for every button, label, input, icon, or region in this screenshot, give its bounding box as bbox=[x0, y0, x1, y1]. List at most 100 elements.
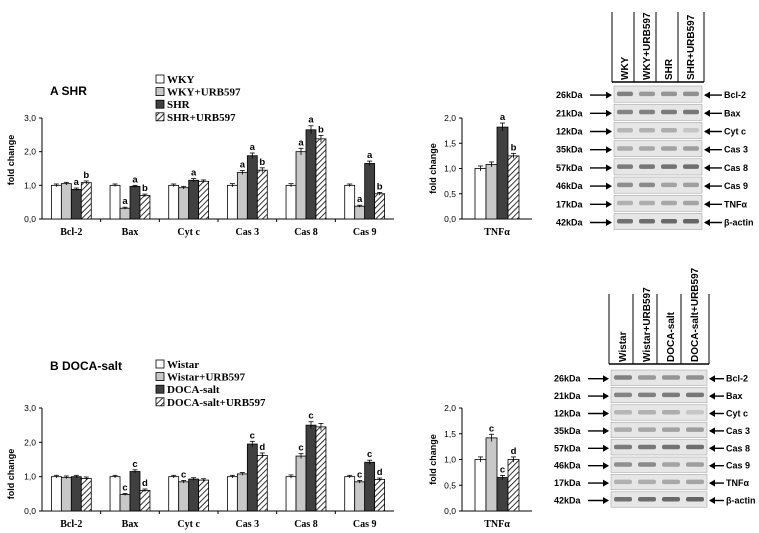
panel-a-blot-protein-arrowhead bbox=[704, 128, 710, 135]
panel-a-blot-band bbox=[661, 128, 677, 133]
panel-b-blot-column-header: Wistar bbox=[618, 331, 629, 362]
panel-b-blot-blot-strip bbox=[610, 421, 708, 438]
panel-a-blot-kda-arrowhead bbox=[606, 146, 612, 154]
panel-b-blot-band bbox=[662, 392, 680, 398]
panel-a-main-significance-label: b bbox=[377, 181, 383, 192]
panel-a-blot-band bbox=[617, 164, 633, 169]
panel-b-blot-protein-label: Cas 8 bbox=[726, 443, 750, 453]
panel-a-main-bar bbox=[168, 184, 180, 220]
panel-b-blot-band bbox=[662, 479, 680, 485]
panel-b-blot-kda-arrowhead bbox=[603, 427, 609, 435]
panel-b-blot-protein-arrowhead bbox=[709, 462, 715, 470]
panel-a-main-bar bbox=[236, 172, 248, 220]
panel-a-blot-blot-strip bbox=[613, 122, 703, 139]
panel-a-blot-band bbox=[617, 109, 633, 115]
panel-b-blot-protein-label: Bax bbox=[726, 391, 743, 401]
panel-a-legend-label: WKY bbox=[167, 74, 195, 86]
panel-a-main-significance-label: a bbox=[367, 150, 373, 161]
panel-a-blot-band bbox=[639, 164, 655, 169]
panel-b-blot-kda-arrowhead bbox=[603, 479, 609, 487]
panel-a-blot-protein-label: Cas 3 bbox=[724, 145, 748, 155]
panel-a-blot-band bbox=[617, 128, 633, 133]
panel-a-blot-band bbox=[617, 91, 633, 97]
panel-b-main-bar bbox=[364, 461, 376, 512]
panel-b-main-bar bbox=[168, 476, 180, 512]
panel-a-main-significance-label: a bbox=[191, 168, 197, 179]
panel-a-blot-column-header: WKY+URB597 bbox=[642, 12, 653, 80]
panel-b-blot-protein-arrowhead bbox=[709, 392, 715, 400]
panel-b-blot-protein-arrowhead bbox=[709, 444, 715, 452]
panel-a-blot-band bbox=[661, 182, 677, 188]
panel-b-blot-kda-arrowhead bbox=[603, 462, 609, 470]
panel-a-legend-swatch bbox=[155, 99, 165, 109]
panel-a-blot-protein-arrowhead bbox=[704, 164, 710, 172]
panel-a-blot-protein-arrowhead bbox=[704, 91, 710, 99]
panel-b-blot-kda-arrowhead bbox=[603, 375, 609, 383]
panel-a-side-category-label: TNFα bbox=[484, 227, 510, 238]
panel-a-blot-kda-arrowhead bbox=[606, 182, 612, 190]
panel-a-main-bar bbox=[374, 193, 386, 220]
panel-a-main-significance-label: a bbox=[298, 137, 304, 148]
panel-a-blot-kda-label: 21kDa bbox=[556, 108, 584, 118]
panel-a-main-significance-label: a bbox=[357, 194, 363, 205]
panel-a-main-significance-label: a bbox=[308, 115, 314, 126]
panel-a-main-significance-label: b bbox=[259, 157, 265, 168]
panel-a-blot-band bbox=[617, 146, 633, 151]
panel-b-blot-protein-label: β-actin bbox=[726, 496, 756, 506]
panel-b-blot-band bbox=[638, 462, 656, 467]
panel-b-main-bar bbox=[354, 481, 366, 512]
panel-a-blot-blot-strip bbox=[613, 213, 703, 230]
panel-b-legend-swatch bbox=[155, 397, 165, 407]
panel-b-blot-band bbox=[638, 375, 656, 380]
panel-a-blot-band bbox=[639, 200, 655, 206]
panel-a-main-bar bbox=[80, 182, 92, 220]
panel-a-blot-protein-label: β-actin bbox=[724, 218, 754, 228]
panel-a-side-bar bbox=[474, 168, 487, 220]
panel-a-main-y-tick-label: 1,0 bbox=[24, 180, 36, 190]
panel-b-blot-band bbox=[614, 375, 632, 380]
panel-a-side-y-tick-label: 0,0 bbox=[444, 214, 456, 224]
panel-b-blot-band bbox=[638, 479, 656, 485]
panel-a-main-significance-label: a bbox=[250, 142, 256, 153]
panel-a-blot-band bbox=[661, 91, 677, 97]
panel-a-main-bar bbox=[109, 184, 121, 220]
panel-b-main-bar bbox=[285, 476, 297, 512]
panel-a-blot-protein-label: Cas 9 bbox=[724, 181, 748, 191]
panel-a-main-category-label: Bcl-2 bbox=[60, 227, 82, 238]
panel-a-blot-band bbox=[639, 109, 655, 115]
panel-b-blot-band bbox=[638, 497, 656, 502]
panel-b-legend-label: Wistar+URB597 bbox=[167, 372, 246, 384]
panel-a-blot-band bbox=[639, 91, 655, 97]
panel-b-main-bar bbox=[305, 424, 317, 512]
panel-b-blot-blot-strip bbox=[610, 369, 708, 386]
panel-a-side-significance-label: a bbox=[500, 112, 506, 123]
panel-b-blot-kda-arrowhead bbox=[603, 410, 609, 417]
panel-a-main-category-label: Cas 9 bbox=[353, 227, 377, 238]
panel-b-main-bar bbox=[60, 476, 72, 512]
panel-b-main-significance-label: c bbox=[298, 443, 303, 454]
panel-b-blot-protein-label: TNFα bbox=[726, 478, 749, 488]
panel-a-main-bar bbox=[226, 184, 238, 220]
panel-a-main-bar bbox=[315, 138, 327, 220]
panel-b-blot-band bbox=[662, 427, 680, 432]
panel-a-blot-kda-label: 57kDa bbox=[556, 163, 584, 173]
panel-b-blot-band bbox=[686, 462, 704, 467]
panel-a-blot-protein-arrowhead bbox=[704, 109, 710, 117]
panel-b-blot-kda-label: 57kDa bbox=[554, 443, 582, 453]
panel-a-main-bar bbox=[119, 207, 131, 220]
panel-a-main-bar bbox=[139, 195, 151, 220]
panel-b-side-y-tick-label: 1,0 bbox=[444, 455, 456, 465]
panel-a-main-y-tick-label: 2,0 bbox=[24, 147, 36, 157]
panel-a-blot-kda-label: 26kDa bbox=[556, 90, 584, 100]
panel-b-blot-band bbox=[686, 427, 704, 432]
panel-b-legend-swatch bbox=[155, 384, 165, 394]
panel-b-blot-protein-arrowhead bbox=[709, 375, 715, 383]
panel-b-side-y-tick-label: 1,5 bbox=[444, 429, 456, 439]
panel-b-blot-band bbox=[662, 444, 680, 450]
panel-b-main-bar bbox=[236, 473, 248, 512]
panel-a-blot-band bbox=[639, 219, 655, 224]
panel-a-main-significance-label: b bbox=[142, 183, 148, 194]
panel-b-y-axis-title: fold change bbox=[6, 449, 16, 500]
panel-b-main-bar bbox=[129, 471, 141, 512]
panel-b-blot-protein-arrowhead bbox=[709, 479, 715, 487]
